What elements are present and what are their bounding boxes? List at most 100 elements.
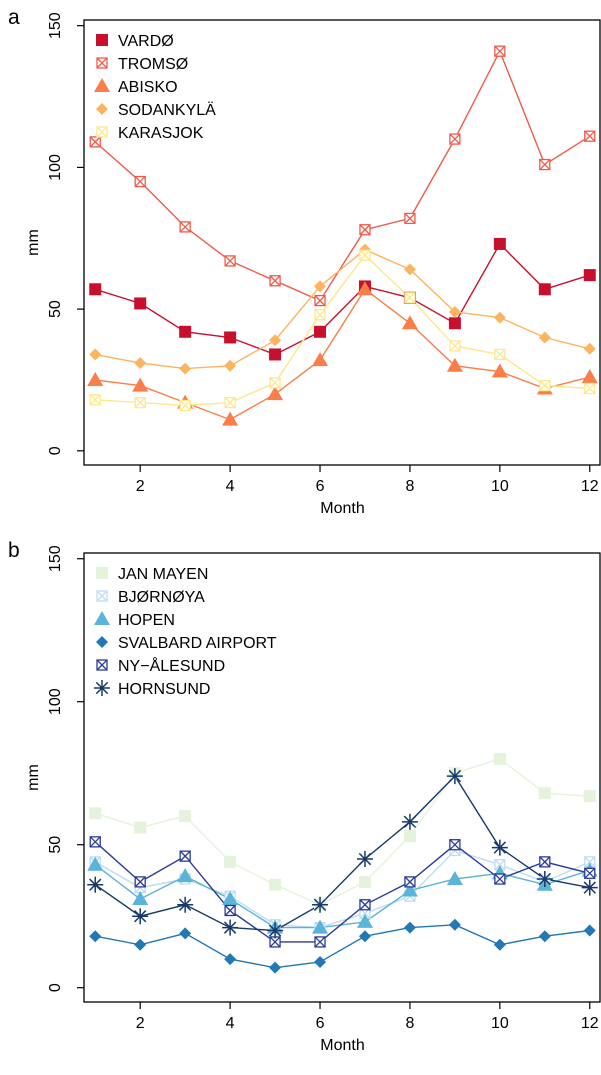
panel-a-series-3-line (95, 248, 590, 370)
panel-b-series-2-point-1-shape (132, 891, 149, 906)
panel-a-series-1-point-5-cross (314, 295, 326, 307)
panel-a-series-2-point-9-shape (491, 363, 508, 378)
panel-b-legend-marker-4 (96, 659, 108, 671)
panel-b-series-5-point-7 (401, 813, 418, 830)
panel-b-series-4-point-9-cross (494, 873, 506, 885)
panel-a-series-3-point-9-shape (493, 311, 506, 324)
panel-a-series-3-point-5-shape (314, 280, 327, 293)
panel-b-series-5-point-7-shape (401, 813, 418, 830)
panel-a-series-4-point-3-cross (224, 397, 236, 409)
panel-a-series-4-point-0-cross (89, 394, 101, 406)
panel-b-series-5-point-11 (581, 879, 598, 896)
panel-a-series-1-point-0 (89, 136, 101, 148)
panel-a-legend-marker-4 (96, 126, 108, 138)
panel-a-series-3-point-1-shape (134, 356, 147, 369)
panel-a-series-3-point-10-shape (538, 331, 551, 344)
panel-a-series-1-point-8 (449, 133, 461, 145)
panel-b-series-5-point-5 (312, 896, 329, 913)
panel-a-series-4-point-10 (539, 379, 551, 392)
panel-b-series-3-point-5-shape (314, 955, 327, 968)
panel-a-series-1-point-5 (314, 294, 326, 307)
panel-b-series-2-point-0 (87, 856, 104, 871)
panel-b-series-3-point-1 (134, 938, 147, 951)
panel-a-series-0-point-0 (89, 283, 102, 296)
panel-b-series-5-point-10 (536, 871, 553, 888)
panel-a-series-0-point-5 (314, 325, 327, 338)
panel-a-series-1-point-8-cross (449, 133, 461, 145)
panel-a-legend-marker-3-shape (96, 103, 108, 115)
panel-a-series-1-point-10 (539, 158, 551, 171)
panel-a-series-1-point-11-cross (584, 130, 596, 142)
panel-a-series-2-point-0-shape (87, 371, 104, 386)
panel-a-series-0-point-1-shape (134, 297, 147, 310)
panel-b-series-1-line (94, 849, 591, 929)
panel-a-series-3-point-8-shape (448, 305, 461, 318)
panel-b-series-2-point-1 (132, 891, 149, 906)
panel-a-series-4-point-2 (179, 399, 191, 412)
panel-b-series-3-point-10 (538, 930, 551, 943)
panel-b-series-0-point-6 (358, 875, 371, 888)
panel-b-series-3-point-0 (89, 930, 102, 943)
panel-b-series-0-point-10 (538, 787, 551, 800)
panel-a-ytick-label-0: 0 (47, 446, 64, 455)
panel-a-frame (83, 19, 601, 466)
panel-a-series-1-line (94, 49, 591, 302)
panel-b-xtick-label-8: 8 (405, 1015, 414, 1032)
panel-a-series-2-point-1-shape (132, 377, 149, 392)
panel-a-series-4-point-4 (269, 377, 281, 389)
panel-a-series-2-point-1 (132, 377, 149, 392)
panel-b-series-2-point-8-shape (446, 871, 463, 886)
panel-b-series-5-point-0-shape (87, 876, 104, 893)
panel-b-series-0-point-7 (403, 830, 416, 843)
panel-a-xtick-label-12: 12 (581, 478, 599, 495)
panel-b-legend-marker-5 (94, 680, 110, 696)
panel-a-series-3-point-0 (89, 348, 102, 361)
panel-a-legend-label-4: KARASJOK (118, 125, 204, 142)
panel-b-series-4-point-11-cross (584, 867, 596, 879)
panel-b-series-5-point-6 (356, 851, 373, 868)
panel-a-series-1-point-7-cross (404, 212, 416, 224)
panel-a-series-4-point-9-cross (494, 348, 506, 360)
panel-b-series-4-point-7 (404, 876, 416, 888)
panel-a-legend-label-1: TROMSØ (118, 56, 188, 73)
panel-b-series-5-point-8 (446, 768, 463, 785)
panel-b-series-5-point-1-shape (132, 908, 149, 925)
panel-a-series-4-point-2-cross (179, 400, 191, 411)
panel-b-series-0-point-7-shape (403, 830, 416, 843)
panel-b-series-3-point-3-shape (224, 953, 237, 966)
panel-a-series-2-point-8 (446, 357, 463, 372)
panel-b-xtick-label-2: 2 (136, 1015, 145, 1032)
panel-b-series-0-point-1-shape (134, 821, 147, 834)
panel-a-series-4-point-6 (359, 249, 371, 261)
panel-a-series-2-point-7-shape (401, 315, 418, 330)
panel-a-legend-marker-0-shape (96, 34, 108, 46)
panel-b-series-4-point-9 (494, 873, 506, 885)
panel-a-series-2-line (95, 288, 590, 421)
panel-a-series-1-point-11 (584, 130, 596, 142)
panel-a-series-3-point-5 (314, 280, 327, 293)
panel-b-series-5-point-10-shape (536, 871, 553, 888)
panel-b-series-0-point-3 (224, 855, 237, 868)
panel-a-series-4-point-11-cross (584, 383, 596, 394)
panel-b-series-4-point-3-cross (224, 905, 236, 916)
panel-a-series-1-point-4 (269, 275, 281, 287)
panel-a-series-3-point-11 (583, 342, 596, 355)
panel-b-legend-marker-5-shape (94, 680, 110, 696)
panel-b-label: b (8, 539, 20, 562)
panel-a-series-2-point-8-shape (446, 357, 463, 372)
panel-a-xtick-label-8: 8 (405, 478, 414, 495)
panel-b-legend-marker-1 (96, 590, 108, 602)
panel-b-legend-label-0: JAN MAYEN (118, 566, 208, 583)
panel-a-legend-marker-1 (96, 57, 108, 69)
panel-a-series-0-point-4 (269, 348, 282, 361)
panel-a-series-1-point-9 (494, 45, 506, 57)
panel-b-series-5-point-4-shape (267, 922, 284, 939)
panel-b-series-4-point-11 (584, 867, 596, 879)
panel-b-legend-label-4: NY−ÅLESUND (118, 656, 225, 675)
panel-a-series-4-point-7-cross (404, 292, 416, 304)
panel-a-series-3-point-10 (538, 331, 551, 344)
panel-b-series-4-point-5-cross (314, 936, 326, 948)
panel-b-series-4-point-10-cross (539, 856, 551, 868)
panel-a-legend-label-0: VARDØ (118, 33, 174, 50)
